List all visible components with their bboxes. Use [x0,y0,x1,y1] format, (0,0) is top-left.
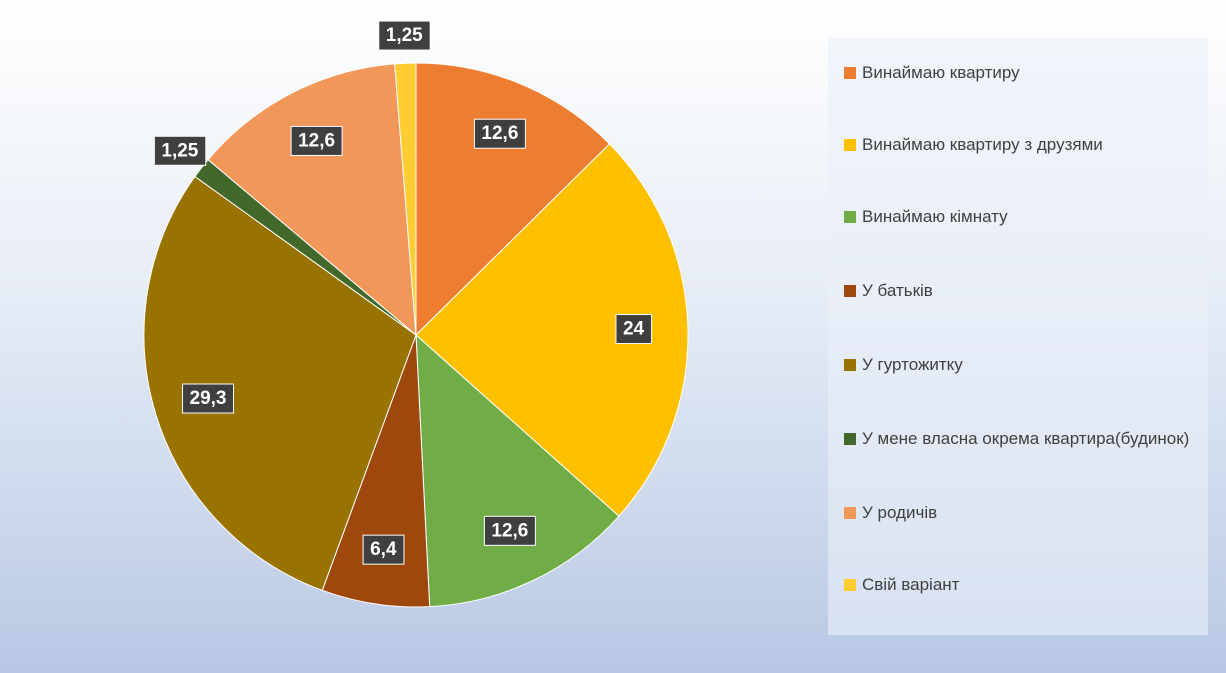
legend-swatch [844,359,856,371]
data-label: 12,6 [473,118,526,149]
legend-item: У мене власна окрема квартира(будинок) [844,426,1194,452]
data-label-text: 6,4 [370,539,397,560]
pie-slice [415,62,611,337]
data-label-box [290,125,343,156]
data-label-box [473,118,526,149]
data-label-text: 1,25 [386,25,423,46]
data-label-box [362,534,405,565]
legend-label: У гуртожитку [862,355,963,374]
legend-swatch [844,139,856,151]
legend-label: У мене власна окрема квартира(будинок) [862,429,1190,448]
legend-item: Винаймаю квартиру з друзями [844,132,1194,158]
legend-item: У батьків [844,278,1194,304]
legend-swatch [844,507,856,519]
legend-item: У родичів [844,500,1194,526]
pie-slice [415,143,689,517]
data-label-text: 12,6 [298,130,335,151]
data-label: 1,25 [378,20,431,51]
data-label-text: 1,25 [161,140,198,161]
data-label-box [483,515,536,546]
data-label: 29,3 [182,383,235,414]
data-label: 24 [615,314,653,345]
legend-label: У родичів [862,503,938,522]
legend-swatch [844,67,856,79]
legend-label: У батьків [862,281,933,300]
data-label-text: 12,6 [481,123,518,144]
pie-slice [415,333,620,608]
pie-slice [394,62,417,336]
pie-slice [143,175,417,591]
pie-slice [207,63,417,337]
legend-swatch [844,211,856,223]
legend-label: Винаймаю квартиру [862,63,1020,82]
data-label-text: 12,6 [491,520,528,541]
data-label-text: 29,3 [190,388,227,409]
legend-label: Винаймаю кімнату [862,207,1008,226]
legend-item: Свій варіант [844,572,1194,598]
legend-item: У гуртожитку [844,352,1194,378]
data-label: 6,4 [362,534,405,565]
data-label: 12,6 [483,515,536,546]
data-label-box [153,135,207,166]
legend-label: Винаймаю квартиру з друзями [862,135,1103,154]
data-label-box [182,383,235,414]
legend: Винаймаю квартиру Винаймаю квартиру з дру… [828,38,1208,635]
data-label: 12,6 [290,125,343,156]
legend-swatch [844,433,856,445]
legend-swatch [844,285,856,297]
data-label-box [615,314,653,345]
legend-item: Винаймаю кімнату [844,204,1194,230]
legend-item: Винаймаю квартиру [844,60,1194,86]
data-label-text: 24 [623,319,645,340]
data-label-box [378,20,431,51]
legend-label: Свій варіант [862,575,960,594]
data-label: 1,25 [153,135,207,166]
legend-swatch [844,579,856,591]
